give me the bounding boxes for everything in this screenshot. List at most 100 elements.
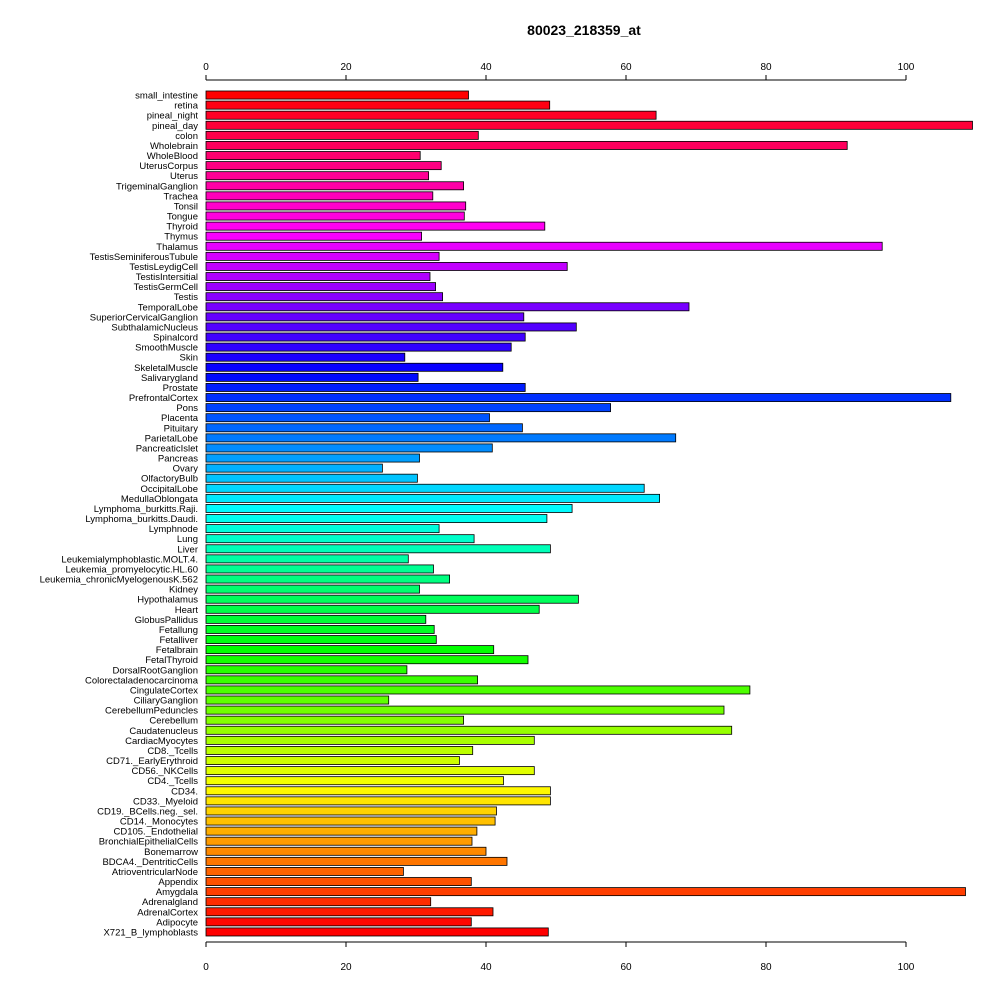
category-label: Adrenalgland — [142, 897, 198, 908]
bar — [205, 423, 523, 433]
category-label: WholeBlood — [147, 151, 198, 162]
category-label: TestisGermCell — [134, 282, 198, 293]
bar — [205, 786, 551, 796]
category-label: CerebellumPeduncles — [105, 706, 198, 717]
category-label: Caudatenucleus — [129, 726, 198, 737]
bar — [205, 262, 568, 271]
category-label: Testis — [174, 292, 199, 303]
bar — [205, 181, 465, 191]
category-label: colon — [175, 131, 198, 142]
bar — [205, 110, 657, 120]
bar — [205, 756, 460, 765]
chart-title: 80023_218359_at — [527, 22, 641, 38]
category-label: CD71._EarlyErythroid — [106, 756, 198, 767]
bar — [205, 564, 434, 574]
category-label: CD105._Endothelial — [113, 827, 198, 838]
category-label: FetalThyroid — [145, 655, 198, 666]
category-label: Fetalbrain — [156, 645, 198, 656]
bar — [205, 342, 512, 352]
category-label: CD34. — [171, 786, 198, 797]
bar — [205, 544, 551, 554]
bar — [205, 141, 848, 150]
bar — [205, 383, 526, 392]
category-label: Thymus — [164, 232, 198, 243]
bar — [205, 302, 690, 312]
bar — [205, 463, 383, 473]
category-label: Ovary — [173, 464, 199, 475]
bar — [205, 584, 420, 594]
bar — [205, 655, 529, 665]
category-label: CD33._Myeloid — [133, 796, 198, 807]
category-label: Heart — [175, 605, 199, 616]
bar — [205, 241, 883, 251]
category-label: Amygdala — [156, 887, 199, 898]
bar — [205, 151, 421, 160]
bar — [205, 836, 473, 846]
bar — [205, 130, 479, 140]
top-tick-label: 80 — [760, 62, 772, 73]
category-label: Prostate — [163, 383, 198, 394]
category-label: CardiacMyocytes — [125, 736, 198, 747]
category-label: Liver — [177, 544, 198, 555]
bar — [205, 604, 540, 614]
bar — [205, 514, 548, 523]
category-label: BDCA4._DentriticCells — [102, 857, 198, 868]
bar — [205, 504, 573, 513]
category-label: Kidney — [169, 585, 198, 596]
category-label: TestisSeminiferousTubule — [90, 252, 198, 263]
bar — [205, 453, 420, 463]
bar — [205, 806, 497, 816]
bar — [205, 917, 472, 927]
category-label: Bonemarrow — [144, 847, 198, 858]
bar — [205, 695, 390, 705]
bottom-tick-label: 60 — [620, 962, 632, 973]
category-label: Fetallung — [159, 625, 198, 636]
category-label: TestisLeydigCell — [129, 262, 198, 273]
bar — [205, 645, 495, 655]
bar — [205, 312, 525, 322]
bar — [205, 332, 526, 342]
bar — [205, 534, 475, 544]
category-label: Leukemia_chronicMyelogenousK.562 — [40, 575, 198, 586]
bottom-tick-label: 0 — [203, 962, 209, 973]
top-x-axis: 0 20 40 60 80 100 — [203, 62, 915, 81]
bar — [205, 201, 467, 211]
bar — [205, 776, 504, 786]
category-label: Tonsil — [174, 201, 198, 212]
bar — [205, 161, 442, 171]
category-label: Uterus — [170, 171, 198, 182]
bar — [205, 927, 549, 937]
bar — [205, 211, 465, 221]
category-label: CD19._BCells.neg._sel. — [97, 806, 198, 817]
category-label: ParietalLobe — [145, 433, 198, 444]
top-tick-label: 100 — [898, 62, 915, 73]
category-label: Leukemia_promyelocytic.HL.60 — [65, 564, 198, 575]
bar — [205, 746, 474, 755]
bar — [205, 735, 535, 745]
bar — [205, 816, 496, 826]
category-label: Pancreas — [158, 454, 198, 465]
category-label: Tongue — [167, 212, 198, 223]
top-tick-label: 60 — [620, 62, 632, 73]
category-label: small_intestine — [135, 91, 198, 102]
category-label: Fetalliver — [159, 635, 198, 646]
bar — [205, 554, 409, 564]
bar — [205, 897, 432, 907]
category-label: BronchialEpithelialCells — [99, 837, 199, 848]
category-label: CD14._Monocytes — [120, 817, 198, 828]
bar — [205, 856, 508, 866]
bar — [205, 372, 419, 382]
category-label: Thyroid — [166, 222, 198, 233]
bar — [205, 574, 451, 584]
category-label: Thalamus — [156, 242, 198, 253]
bar — [205, 322, 577, 332]
category-label: Adipocyte — [156, 917, 198, 928]
bottom-tick-label: 100 — [898, 962, 915, 973]
bar — [205, 887, 966, 897]
category-label: Lymphoma_burkitts.Daudi. — [85, 514, 198, 525]
category-label: TemporalLobe — [138, 302, 198, 313]
bar — [205, 171, 430, 181]
category-label: AdrenalCortex — [137, 907, 198, 918]
bar — [205, 393, 952, 402]
